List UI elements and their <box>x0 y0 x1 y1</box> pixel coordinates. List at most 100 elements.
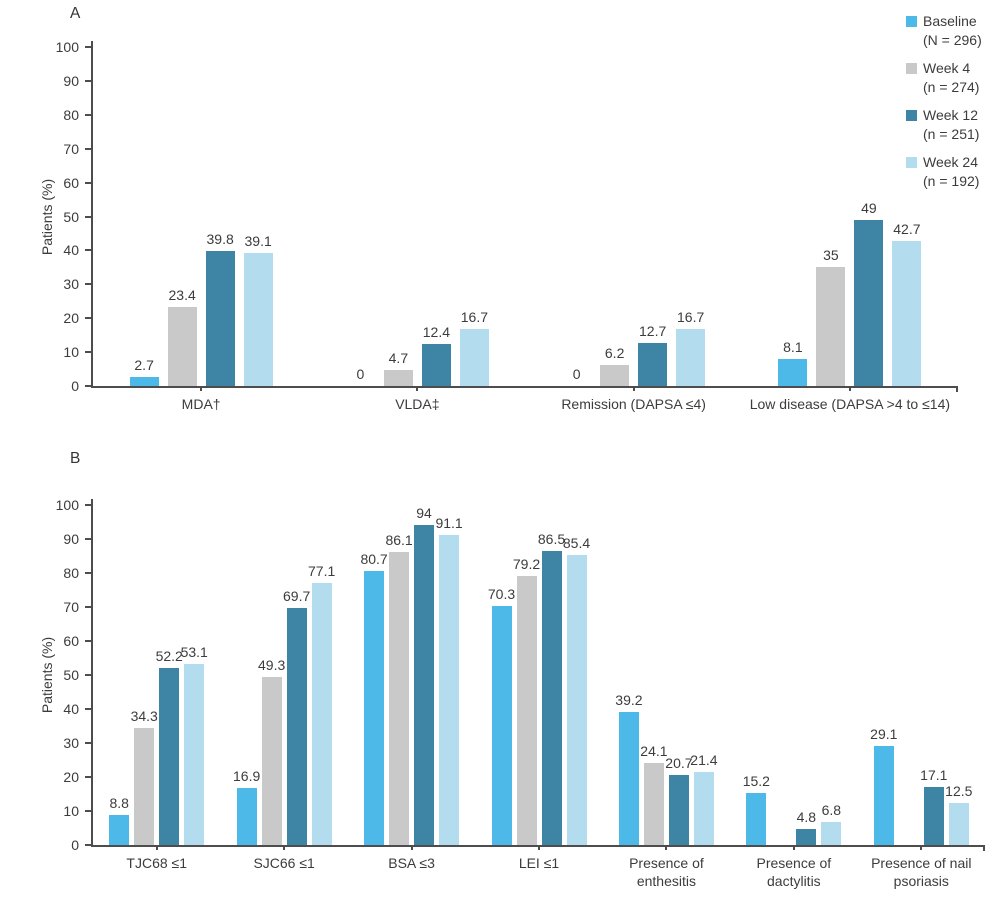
bar-value-label: 49 <box>861 199 877 216</box>
x-tick <box>665 845 668 850</box>
y-tick-label: 30 <box>63 735 79 751</box>
y-tick-label: 10 <box>63 344 79 361</box>
bar-week-12 <box>414 525 435 845</box>
bar-week-12 <box>923 786 944 845</box>
bar-week-24 <box>566 554 587 845</box>
y-tick-label: 60 <box>63 174 79 191</box>
bar-slot: 42.7 <box>892 47 922 386</box>
legend-item: Week 4 (n = 274) <box>906 59 982 97</box>
bar-value-label: 12.5 <box>945 782 973 799</box>
y-tick <box>85 215 91 218</box>
bar-slot: 77.1 <box>308 505 335 845</box>
y-tick <box>85 572 91 574</box>
bar-week-12 <box>541 550 562 845</box>
y-tick <box>85 844 91 846</box>
x-tick <box>538 845 540 850</box>
bar-week-12 <box>854 219 884 386</box>
bar-slot: 85.4 <box>563 505 590 845</box>
bar-value-label: 77.1 <box>308 562 336 579</box>
bar-value-label: 16.7 <box>460 309 488 326</box>
y-tick <box>85 504 91 506</box>
category-label: Low disease (DAPSA >4 to ≤14) <box>749 396 951 412</box>
bar-slot: 80.7 <box>360 505 388 845</box>
bar-baseline <box>778 358 808 386</box>
y-tick <box>85 385 91 387</box>
bar-value-label: 8.1 <box>783 338 803 355</box>
bar-slot: 53.1 <box>181 505 208 845</box>
bar-week-24 <box>311 582 332 845</box>
y-tick <box>85 538 91 540</box>
bar-baseline <box>873 746 894 845</box>
y-tick <box>85 147 91 150</box>
bar-week-12 <box>421 343 451 386</box>
legend-text: Week 4 (n = 274) <box>923 59 979 97</box>
bar-slot: 86.1 <box>385 505 413 845</box>
bar-baseline <box>236 787 257 845</box>
bar-value-label: 16.7 <box>677 309 705 326</box>
legend: Baseline (N = 296) Week 4 (n = 274) Week 12 (… <box>906 12 982 191</box>
bar-group: 16.9 49.3 69.7 77.1 <box>233 505 335 845</box>
bar-week-4 <box>389 552 410 845</box>
bar-slot: 12.7 <box>638 47 668 386</box>
bar-value-label: 69.7 <box>283 588 311 605</box>
y-tick-label: 50 <box>63 208 79 225</box>
legend-series-n: (n = 251) <box>923 126 980 142</box>
x-axis <box>91 386 958 388</box>
bar-week-4 <box>167 306 197 386</box>
bar-value-label: 4.8 <box>796 808 817 825</box>
bar-slot: 21.4 <box>690 505 718 845</box>
category-label: TJC68 ≤1 <box>126 855 187 871</box>
bar-value-label: 0 <box>572 366 581 382</box>
bar-slot: 20.7 <box>665 505 693 845</box>
bar-slot: 35 <box>816 47 846 386</box>
bar-baseline <box>746 793 767 845</box>
bar-value-label: 23.4 <box>168 286 196 303</box>
bar-slot: 49 <box>854 47 884 386</box>
bar-value-label: 0 <box>356 366 365 382</box>
y-tick-label: 70 <box>63 599 79 615</box>
bar-slot: 6.8 <box>821 505 842 845</box>
bar-week-4 <box>516 575 537 845</box>
bar-baseline <box>618 711 639 845</box>
bar-week-24 <box>948 802 969 845</box>
bar-week-12 <box>796 828 817 845</box>
y-tick-label: 80 <box>63 565 79 581</box>
bar-week-12 <box>159 667 180 845</box>
y-tick-label: 40 <box>63 701 79 717</box>
y-tick-label: 70 <box>63 140 79 157</box>
legend-swatch <box>906 63 917 74</box>
bar-group: 29.1 17.1 12.5 <box>870 505 973 845</box>
bar-slot <box>771 505 791 845</box>
bar-group: 8.8 34.3 52.2 53.1 <box>109 505 208 845</box>
bar-group: 0 4.7 12.4 16.7 <box>346 47 489 386</box>
bar-week-24 <box>676 329 706 386</box>
bar-slot: 24.1 <box>640 505 668 845</box>
y-axis <box>91 499 93 847</box>
bar-week-4 <box>383 370 413 386</box>
category-label: VLDA‡ <box>395 396 440 412</box>
bar-week-12 <box>638 342 668 386</box>
panel-b-label: B <box>70 450 81 467</box>
bar-value-label: 12.7 <box>639 322 667 339</box>
bar-week-24 <box>459 329 489 386</box>
y-tick-label: 90 <box>63 531 79 547</box>
legend-text: Week 12 (n = 251) <box>923 106 979 144</box>
bar-value-label: 49.3 <box>258 657 286 674</box>
bar-value-label: 85.4 <box>562 534 591 551</box>
panel-a-label: A <box>70 5 81 22</box>
y-tick <box>85 742 91 744</box>
bar-slot: 17.1 <box>920 505 947 845</box>
bar-slot: 29.1 <box>870 505 897 845</box>
legend-series-n: (n = 274) <box>923 79 980 95</box>
y-tick <box>85 79 91 82</box>
bar-value-label: 53.1 <box>180 644 208 661</box>
y-tick <box>85 181 91 184</box>
y-tick-label: 100 <box>55 39 79 55</box>
bar-week-4 <box>816 267 846 386</box>
legend-series-name: Week 12 <box>923 107 978 123</box>
y-tick-label: 30 <box>63 276 79 293</box>
y-tick <box>85 708 91 710</box>
bar-slot: 69.7 <box>283 505 310 845</box>
legend-series-name: Baseline <box>923 13 977 29</box>
